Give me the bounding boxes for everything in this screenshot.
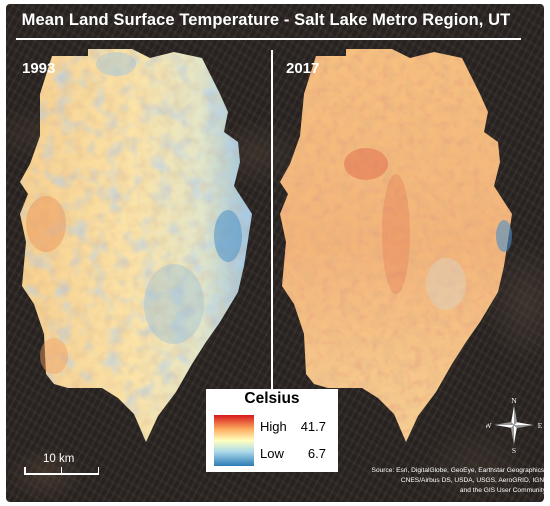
title-underline bbox=[16, 38, 521, 40]
attribution-line: CNES/Airbus DS, USDA, USGS, AeroGRID, IG… bbox=[400, 477, 544, 484]
legend-high-value: 41.7 bbox=[300, 419, 326, 434]
legend-color-ramp bbox=[214, 415, 254, 466]
scale-bar-tick bbox=[97, 467, 99, 475]
legend: Celsius High 41.7 Low 6.7 bbox=[206, 389, 338, 472]
map-title: Mean Land Surface Temperature - Salt Lak… bbox=[21, 11, 511, 29]
legend-low-label: Low bbox=[260, 446, 284, 461]
attribution-line: and the GIS User Community bbox=[459, 487, 544, 494]
legend-high-label: High bbox=[260, 419, 287, 434]
scale-bar-tick bbox=[24, 467, 26, 475]
year-label-2017: 2017 bbox=[286, 60, 320, 77]
region-2017 bbox=[280, 49, 512, 442]
compass-s: S bbox=[512, 446, 516, 453]
scale-bar-label: 10 km bbox=[43, 453, 75, 465]
legend-title: Celsius bbox=[244, 390, 300, 407]
scale-bar bbox=[24, 467, 99, 476]
attribution: Source: Esri, DigitalGlobe, GeoEye, Eart… bbox=[336, 466, 544, 496]
scale-bar-tick bbox=[60, 467, 62, 475]
north-arrow-compass-icon: N S W E bbox=[486, 397, 542, 453]
compass-e: E bbox=[538, 421, 542, 430]
legend-low-value: 6.7 bbox=[307, 446, 326, 461]
region-1993 bbox=[20, 49, 252, 442]
map-panels bbox=[20, 49, 512, 442]
compass-w: W bbox=[486, 421, 492, 430]
year-label-1993: 1993 bbox=[22, 60, 56, 77]
attribution-line: Source: Esri, DigitalGlobe, GeoEye, Eart… bbox=[371, 467, 544, 474]
panel-divider bbox=[271, 50, 273, 390]
compass-n: N bbox=[511, 397, 517, 405]
map-frame: Mean Land Surface Temperature - Salt Lak… bbox=[6, 4, 544, 502]
